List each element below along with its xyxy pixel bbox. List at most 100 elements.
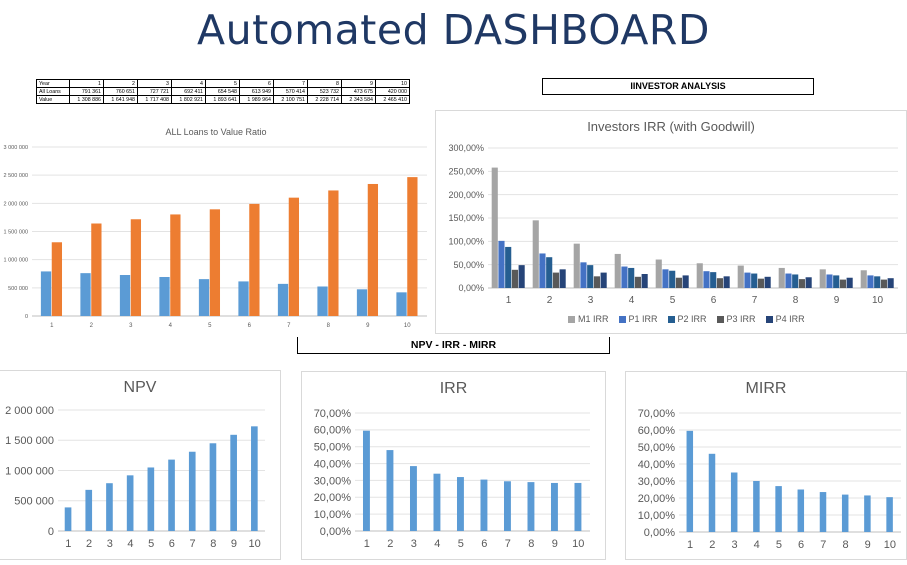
- bar: [723, 276, 730, 288]
- x-tick-label: 6: [481, 538, 487, 550]
- bar: [168, 459, 175, 531]
- table-cell: 613 949: [239, 87, 274, 96]
- table-cell: 2 100 751: [273, 95, 308, 104]
- bar: [126, 475, 134, 531]
- y-tick-label: 0,00%: [458, 283, 484, 293]
- y-tick-label: 2 000 000: [5, 405, 54, 417]
- table-row: All Loans 791 361 760 651 727 721 692 41…: [36, 87, 410, 96]
- bar: [792, 274, 799, 288]
- table-cell: 523 732: [307, 87, 342, 96]
- x-tick-label: 3: [107, 538, 113, 550]
- table-cell: 9: [341, 79, 376, 88]
- y-tick-label: 3 000 000: [4, 145, 28, 151]
- bar: [288, 197, 300, 316]
- table-cell: 1 802 921: [171, 95, 206, 104]
- table-cell: 6: [239, 79, 274, 88]
- x-tick-label: 5: [670, 295, 676, 306]
- table-cell: Year: [36, 79, 70, 88]
- bar: [874, 276, 881, 288]
- mirr-chart: MIRR 0,00% 10,00% 20,00% 30,00% 40,00% 50,00%…: [625, 371, 907, 560]
- x-tick-label: 5: [776, 539, 782, 551]
- bar: [552, 272, 559, 288]
- bar: [198, 279, 210, 316]
- bar: [628, 267, 635, 288]
- bar: [317, 286, 328, 316]
- bar: [864, 495, 871, 532]
- bar: [251, 426, 258, 531]
- bar: [396, 292, 407, 316]
- table-row: Year 1 2 3 4 5 6 7 8 9 10: [36, 79, 410, 88]
- table-cell: 7: [273, 79, 308, 88]
- table-cell: 420 000: [375, 87, 410, 96]
- y-tick-label: 0,00%: [644, 527, 675, 539]
- mirr-chart-title: MIRR: [745, 380, 787, 397]
- bar: [505, 246, 512, 288]
- bar: [367, 183, 379, 316]
- bar: [662, 269, 669, 288]
- y-tick-label: 70,00%: [638, 408, 676, 420]
- npv-irr-mirr-label: NPV - IRR - MIRR: [297, 337, 610, 354]
- y-tick-label: 50,00%: [453, 260, 484, 270]
- bar: [710, 272, 717, 288]
- legend-item: P2 IRR: [667, 314, 707, 324]
- bar: [64, 507, 72, 531]
- bar: [798, 279, 805, 288]
- x-tick-label: 7: [752, 295, 758, 306]
- bar: [147, 467, 155, 531]
- bar: [880, 279, 887, 288]
- investor-analysis-label: IINVESTOR ANALYSIS: [542, 78, 814, 95]
- x-tick-label: 10: [572, 538, 584, 550]
- bar: [51, 242, 63, 316]
- bar: [753, 481, 760, 532]
- bar: [80, 273, 91, 316]
- x-tick-label: 10: [872, 295, 884, 306]
- bar: [819, 269, 826, 288]
- bar: [708, 453, 716, 532]
- x-tick-label: 4: [127, 538, 133, 550]
- table-cell: 8: [307, 79, 342, 88]
- bar: [593, 276, 600, 288]
- bar: [249, 203, 260, 316]
- bar: [209, 443, 217, 531]
- irr-chart-svg: 0,00% 10,00% 20,00% 30,00% 40,00% 50,00% 60,00…: [314, 408, 590, 550]
- x-tick-label: 3: [588, 295, 594, 306]
- bar: [409, 466, 417, 531]
- x-tick-label: 10: [249, 538, 261, 550]
- bar: [841, 494, 849, 532]
- bar: [886, 497, 893, 532]
- bar: [498, 240, 505, 288]
- page-title: Automated DASHBOARD: [197, 6, 710, 54]
- legend-label: P3 IRR: [726, 314, 756, 324]
- bar: [775, 486, 782, 532]
- y-tick-label: 2 000 000: [4, 201, 28, 207]
- x-tick-label: 5: [208, 323, 212, 329]
- bar: [778, 267, 785, 288]
- investors-chart: Investors IRR (with Goodwill) 0,00% 50,00…: [435, 110, 907, 334]
- y-tick-label: 40,00%: [314, 458, 352, 470]
- y-tick-label: 500 000: [14, 496, 54, 508]
- y-tick-label: 0: [48, 526, 54, 538]
- y-tick-label: 50,00%: [314, 442, 352, 454]
- bar: [85, 489, 93, 531]
- bar: [209, 209, 221, 316]
- bar: [860, 270, 867, 288]
- loans-chart-svg: 0 500 000 1 000 000 1 500 000 2 000 000 2 500…: [4, 145, 427, 329]
- bar: [559, 269, 566, 288]
- table-cell: 3: [137, 79, 172, 88]
- bar: [188, 451, 196, 531]
- x-tick-label: 2: [547, 295, 553, 306]
- table-cell: 654 548: [205, 87, 240, 96]
- bar: [686, 430, 694, 532]
- bar: [503, 481, 511, 531]
- table-cell: 10: [375, 79, 410, 88]
- y-tick-label: 60,00%: [314, 425, 352, 437]
- loans-chart: ALL Loans to Value Ratio 0 500 000 1 000 0…: [0, 120, 432, 338]
- x-tick-label: 7: [505, 538, 511, 550]
- x-tick-label: 8: [528, 538, 534, 550]
- bar: [826, 274, 833, 288]
- x-tick-label: 9: [231, 538, 237, 550]
- bar: [839, 279, 846, 288]
- bar: [867, 275, 874, 288]
- irr-chart-title: IRR: [439, 380, 468, 397]
- x-tick-label: 7: [820, 539, 826, 551]
